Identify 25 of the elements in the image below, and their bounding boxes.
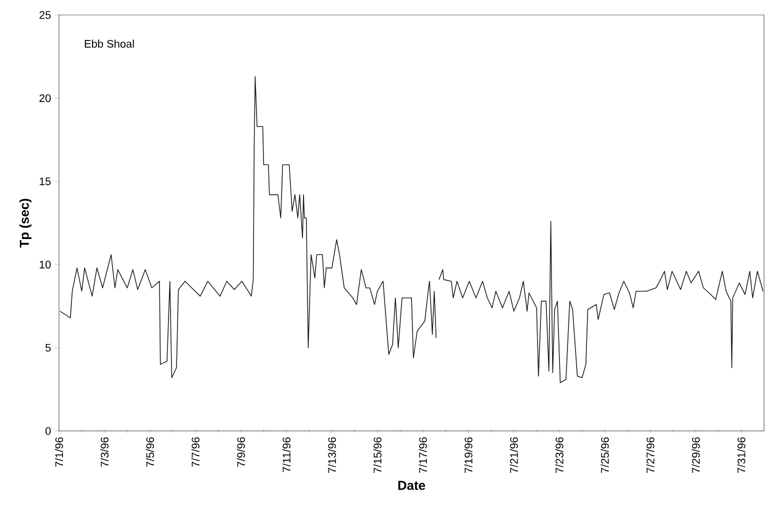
x-tick-label: 7/13/96 [328, 437, 336, 473]
x-tick-label: 7/29/96 [692, 437, 700, 473]
x-tick-label: 7/27/96 [646, 437, 654, 473]
y-tick-label: 15 [40, 178, 51, 186]
y-tick-label: 10 [40, 260, 51, 268]
x-axis-title: Date [398, 480, 426, 490]
x-tick-label: 7/11/96 [282, 437, 290, 472]
x-tick-label: 7/7/96 [191, 437, 200, 467]
x-tick-label: 7/21/96 [510, 437, 518, 473]
x-tick-label: 7/31/96 [737, 437, 746, 473]
x-tick-label: 7/25/96 [600, 437, 609, 473]
x-tick-label: 7/3/96 [100, 437, 109, 467]
x-tick-label: 7/23/96 [555, 437, 564, 473]
x-tick-label: 7/15/96 [373, 437, 382, 473]
x-tick-label: 7/17/96 [418, 437, 427, 473]
x-tick-label: 7/5/96 [146, 437, 154, 467]
x-tick-label: 7/9/96 [236, 437, 245, 467]
y-tick-label: 0 [45, 427, 51, 435]
x-tick-label: 7/19/96 [464, 437, 472, 473]
annotation: Ebb Shoal [84, 40, 134, 48]
y-tick-label: 20 [40, 94, 51, 102]
x-tick-label: 7/1/96 [54, 437, 64, 467]
y-tick-label: 5 [46, 344, 51, 352]
y-axis-title: Tp (sec) [19, 198, 32, 248]
y-tick-label: 25 [40, 11, 51, 19]
